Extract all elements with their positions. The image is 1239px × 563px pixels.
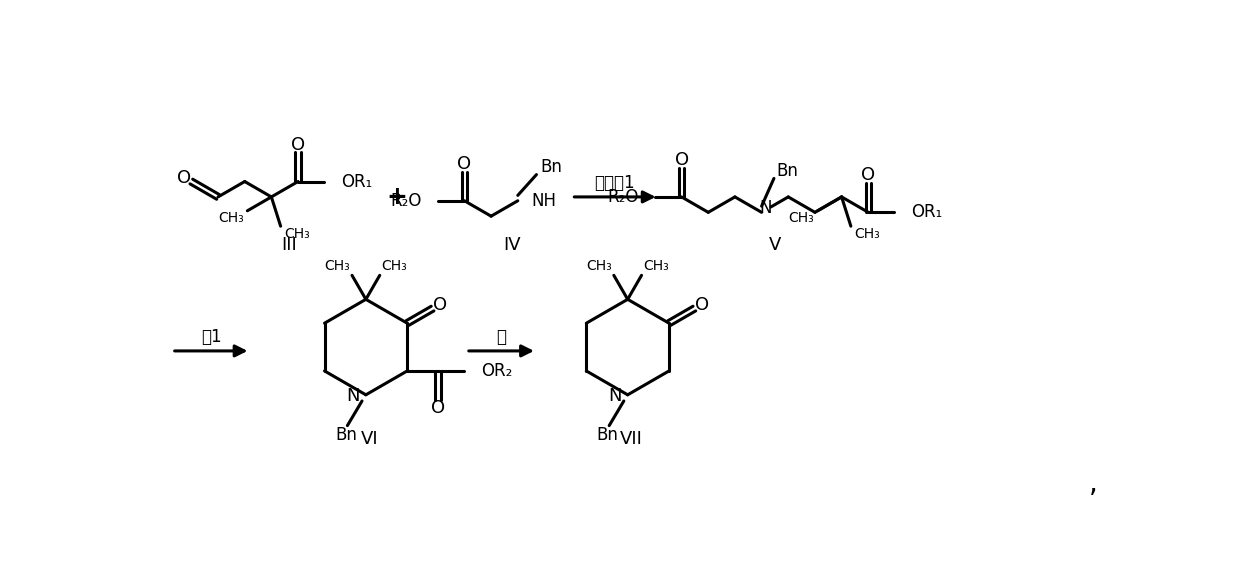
Text: OR₂: OR₂ <box>481 362 513 380</box>
Text: O: O <box>457 155 472 173</box>
Text: CH₃: CH₃ <box>643 259 669 273</box>
Text: CH₃: CH₃ <box>788 212 814 225</box>
Text: III: III <box>281 236 297 254</box>
Text: O: O <box>695 296 709 314</box>
Text: IV: IV <box>503 236 520 254</box>
Text: Bn: Bn <box>335 426 357 444</box>
Text: O: O <box>861 166 875 184</box>
Text: NH: NH <box>532 192 556 210</box>
Text: O: O <box>291 136 305 154</box>
Text: O: O <box>177 169 191 187</box>
Text: CH₃: CH₃ <box>382 259 408 273</box>
Text: VII: VII <box>620 431 643 449</box>
Text: O: O <box>674 151 689 169</box>
Text: CH₃: CH₃ <box>285 227 310 241</box>
Text: ,: , <box>1089 470 1098 498</box>
Text: Bn: Bn <box>597 426 618 444</box>
Text: 砦1: 砦1 <box>201 328 222 346</box>
Text: Bn: Bn <box>540 158 563 176</box>
Text: R₂O: R₂O <box>390 192 421 210</box>
Text: 还原剁1: 还原剁1 <box>595 174 636 192</box>
Text: R₂O: R₂O <box>607 188 638 206</box>
Text: O: O <box>434 296 447 314</box>
Text: V: V <box>768 236 781 254</box>
Text: CH₃: CH₃ <box>586 259 612 273</box>
Text: +: + <box>387 185 408 209</box>
Text: VI: VI <box>361 431 379 449</box>
Text: N: N <box>760 199 772 217</box>
Text: N: N <box>608 387 622 405</box>
Text: OR₁: OR₁ <box>912 203 943 221</box>
Text: O: O <box>431 399 445 417</box>
Text: N: N <box>346 387 359 405</box>
Text: 酸: 酸 <box>497 328 507 346</box>
Text: Bn: Bn <box>776 162 798 180</box>
Text: CH₃: CH₃ <box>325 259 351 273</box>
Text: OR₁: OR₁ <box>341 172 373 190</box>
Text: CH₃: CH₃ <box>855 227 881 241</box>
Text: CH₃: CH₃ <box>218 212 244 225</box>
